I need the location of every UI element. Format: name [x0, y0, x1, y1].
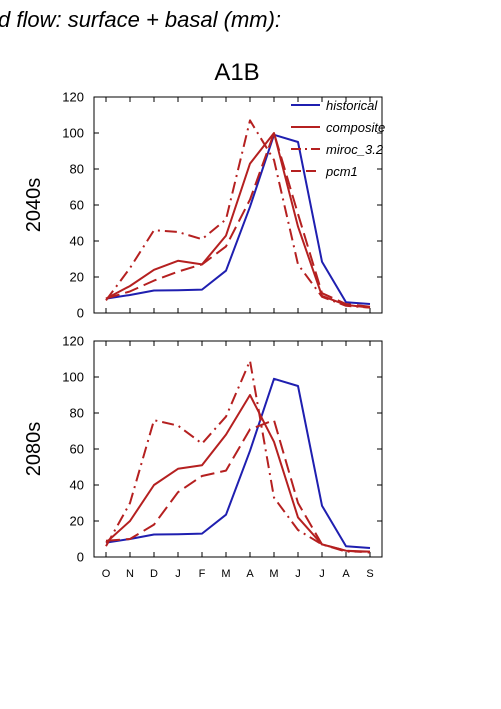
x-tick-label: M [221, 568, 230, 580]
figure-title: d flow: surface + basal (mm): [0, 7, 281, 32]
legend-label: pcm1 [325, 164, 358, 179]
legend-label: miroc_3.2 [326, 142, 384, 157]
panel-row-label: 2080s [23, 422, 45, 477]
series-line-historical [105, 133, 371, 305]
x-tick-label: S [366, 568, 373, 580]
x-tick-label: O [102, 568, 111, 580]
y-tick-label: 100 [62, 370, 84, 385]
chart-panel-2040s: 0 20 40 60 80 100 120 2040s historical composite m… [23, 90, 385, 321]
x-tick-label: J [175, 568, 181, 580]
y-tick-label: 20 [70, 270, 84, 285]
x-tick-label: J [319, 568, 325, 580]
y-tick-label: 0 [77, 550, 84, 565]
series-line-miroc-3-2 [105, 119, 371, 309]
chart-legend: historical composite miroc_3.2 pcm1 [291, 98, 385, 179]
y-tick-label: 40 [70, 234, 84, 249]
x-tick-label: M [269, 568, 278, 580]
series-line-composite [105, 394, 371, 553]
series-line-pcm1 [105, 419, 371, 554]
chart-panel-2080s: 0 20 40 60 80 100 120 O N D J F M A M J J A S 2080s [23, 334, 383, 580]
series-line-pcm1 [105, 132, 371, 308]
series-line-historical [105, 377, 371, 549]
panel-row-label: 2040s [23, 178, 45, 233]
x-tick-label: J [295, 568, 301, 580]
y-tick-label: 60 [70, 198, 84, 213]
y-tick-label: 80 [70, 406, 84, 421]
y-tick-label: 20 [70, 514, 84, 529]
x-tick-label: N [126, 568, 134, 580]
x-tick-label: D [150, 568, 158, 580]
legend-label: historical [326, 98, 378, 113]
y-tick-label: 100 [62, 126, 84, 141]
x-tick-label: F [199, 568, 206, 580]
y-tick-label: 40 [70, 478, 84, 493]
series-line-miroc-3-2 [105, 359, 370, 553]
y-tick-label: 120 [62, 334, 84, 349]
x-tick-label: A [246, 568, 254, 580]
y-tick-label: 120 [62, 90, 84, 105]
chart-panels: 0 20 40 60 80 100 120 2040s historical composite m… [23, 90, 385, 581]
figure-subtitle: A1B [214, 59, 259, 86]
y-tick-label: 80 [70, 162, 84, 177]
legend-label: composite [326, 120, 385, 135]
series-line-composite [105, 132, 371, 309]
y-tick-label: 60 [70, 442, 84, 457]
y-tick-label: 0 [77, 306, 84, 321]
x-tick-label: A [342, 568, 350, 580]
